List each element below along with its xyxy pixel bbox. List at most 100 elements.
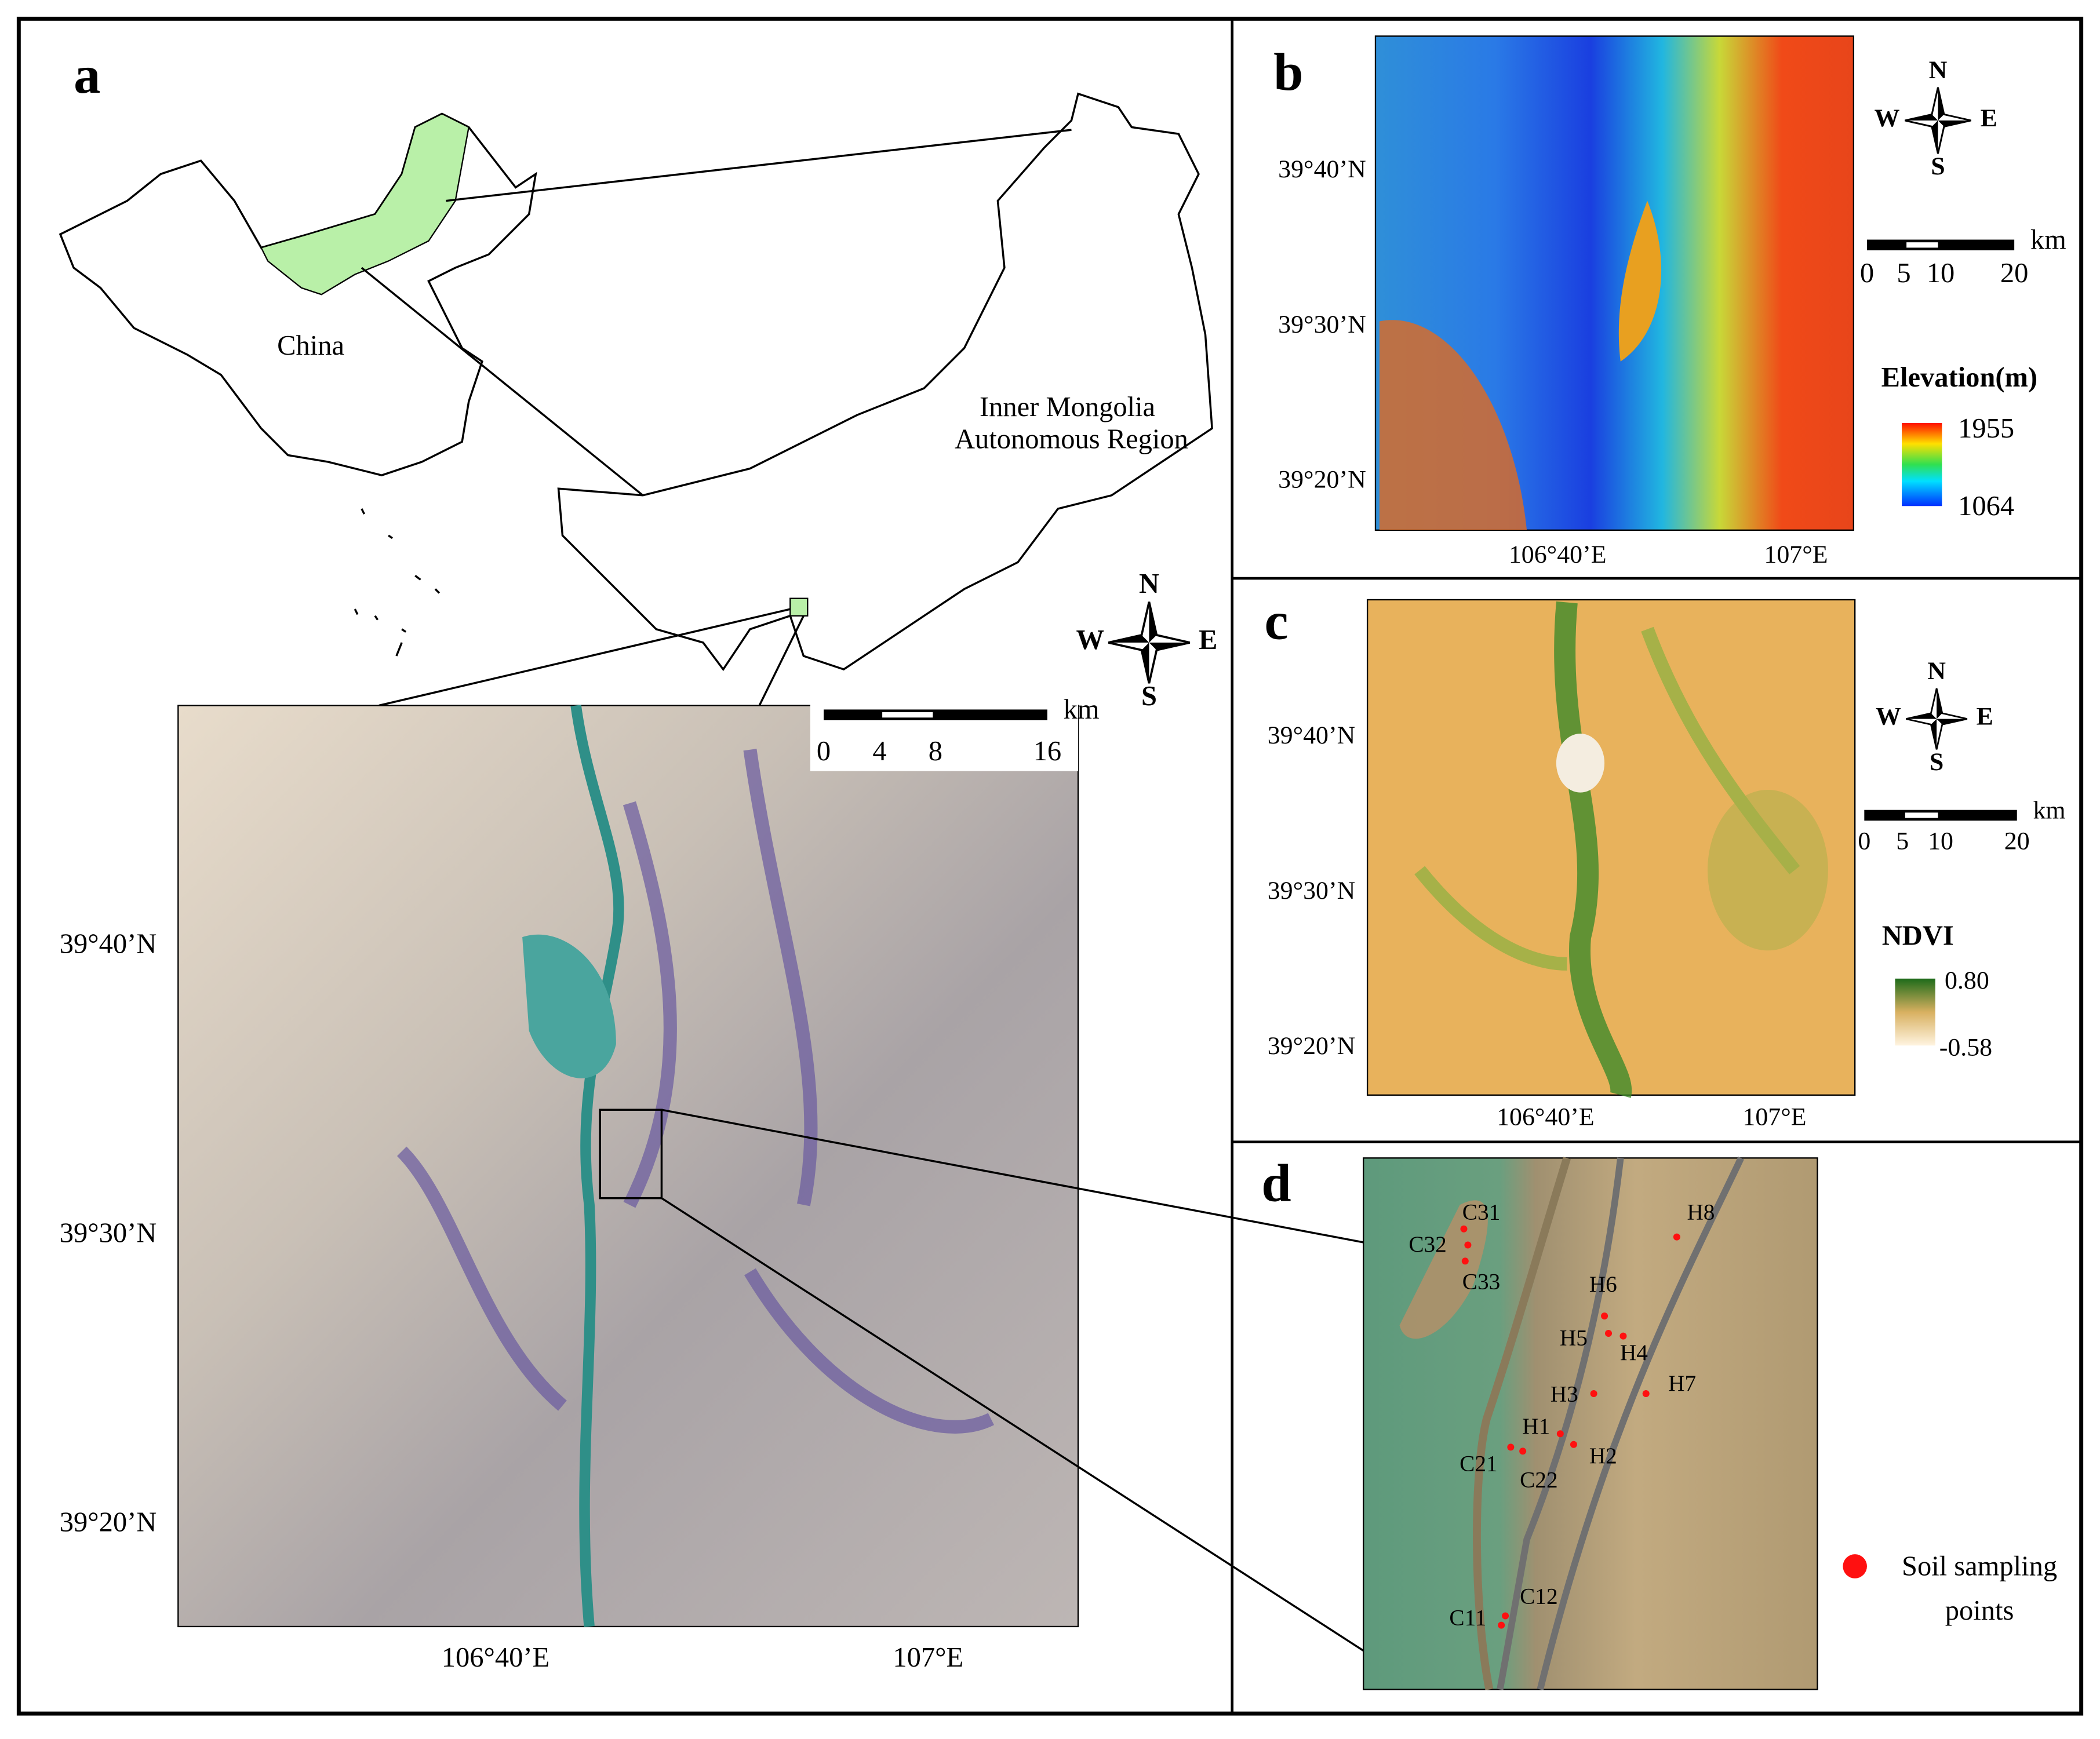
compass-letter: N: [1929, 56, 1948, 84]
lon-label: 106°40’E: [442, 1642, 549, 1673]
compass-letter: N: [1139, 568, 1159, 599]
sampling-point: [1570, 1441, 1577, 1448]
sampling-point: [1556, 1430, 1564, 1438]
sampling-point: [1460, 1225, 1468, 1233]
compass-letter: W: [1876, 703, 1901, 731]
sampling-point: [1502, 1612, 1509, 1620]
compass-letter: E: [1981, 104, 1997, 132]
scale-unit: km: [1064, 694, 1100, 725]
elevation-feature: [1379, 320, 1527, 530]
point-label: H5: [1560, 1326, 1588, 1351]
lat-label: 39°30’N: [1268, 877, 1356, 905]
sampling-point: [1507, 1443, 1515, 1451]
point-label: C21: [1460, 1452, 1497, 1476]
scale-bar: [1864, 810, 2017, 821]
lon-label: 107°E: [1764, 541, 1828, 568]
compass-rose: [1904, 86, 1972, 155]
sampling-point: [1642, 1390, 1650, 1397]
saline-area: [1556, 734, 1605, 793]
scale-tick: 5: [1896, 827, 1909, 855]
scale-tick: 4: [872, 736, 886, 767]
sampling-point: [1498, 1621, 1505, 1629]
sampling-point: [1519, 1448, 1527, 1455]
legend-text: points: [1945, 1595, 2014, 1626]
scale-bg: [810, 696, 1079, 771]
scale-bar: [882, 712, 933, 718]
point-label: C22: [1520, 1467, 1557, 1492]
lon-label: 107°E: [893, 1642, 963, 1673]
satellite-image: [177, 705, 1079, 1628]
lat-label: 39°20’N: [1268, 1032, 1356, 1060]
connector: [361, 267, 644, 497]
lat-label: 39°30’N: [1278, 311, 1366, 338]
panel-label: b: [1273, 42, 1303, 101]
legend-value: 1064: [1958, 491, 2014, 522]
point-label: H6: [1589, 1272, 1617, 1297]
legend-colorbar: [1902, 423, 1942, 506]
study-area-box: [789, 597, 809, 617]
compass-letter: N: [1927, 657, 1946, 685]
inset-box: [599, 1109, 663, 1200]
islands: [354, 508, 441, 657]
scale-unit: km: [2030, 224, 2066, 255]
point-label: H3: [1551, 1382, 1578, 1407]
scale-tick: 8: [929, 736, 942, 767]
legend-colorbar: [1895, 978, 1935, 1046]
road: [1497, 1156, 1744, 1690]
compass-letter: S: [1931, 152, 1945, 180]
inner-mongolia-outline: [557, 92, 1213, 672]
compass-letter: S: [1930, 748, 1943, 776]
scale-tick: 16: [1033, 736, 1062, 767]
scale-bar: [1905, 812, 1938, 818]
connector: [661, 1197, 1364, 1651]
point-label: H2: [1589, 1443, 1617, 1468]
panel-a: a China Inner Mongolia Autonomous Region: [59, 45, 1364, 1651]
connector: [446, 129, 1072, 202]
panel-label: c: [1264, 591, 1288, 650]
connector: [661, 1109, 1364, 1244]
scale-unit: km: [2033, 796, 2065, 824]
legend-value: 1955: [1958, 413, 2014, 444]
sampling-point: [1673, 1233, 1680, 1241]
compass-rose: [1107, 600, 1191, 684]
inner-mongolia: [260, 113, 470, 296]
point-label: C32: [1409, 1232, 1446, 1257]
scale-bar: [1866, 239, 2015, 251]
connector: [378, 608, 791, 707]
lake: [522, 934, 616, 1078]
compass-rose: [1905, 687, 1968, 750]
connector: [758, 615, 805, 706]
lon-label: 106°40’E: [1509, 541, 1607, 568]
legend-value: -0.58: [1939, 1033, 1992, 1061]
scale-tick: 0: [817, 736, 831, 767]
vegetation: [1707, 790, 1828, 951]
lat-label: 39°20’N: [60, 1507, 157, 1537]
scale-tick: 20: [2000, 258, 2029, 289]
point-label: C12: [1520, 1584, 1557, 1609]
compass-letter: E: [1199, 625, 1217, 655]
compass-letter: W: [1076, 625, 1105, 655]
scale-tick: 5: [1897, 258, 1910, 289]
sampling-point: [1601, 1312, 1608, 1319]
scale-tick: 10: [1928, 827, 1953, 855]
legend-text: Soil sampling: [1902, 1551, 2057, 1582]
point-label: C33: [1462, 1270, 1500, 1295]
map-label: China: [277, 330, 344, 361]
scale-tick: 0: [1858, 827, 1870, 855]
sampling-point: [1461, 1257, 1469, 1265]
scale-tick: 20: [2004, 827, 2030, 855]
china-outline: [59, 112, 537, 476]
compass-letter: W: [1875, 104, 1900, 132]
compass-letter: S: [1141, 681, 1157, 712]
lon-label: 106°40’E: [1497, 1103, 1595, 1131]
legend-value: 0.80: [1945, 967, 1989, 994]
scale-tick: 0: [1860, 258, 1874, 289]
scale-tick: 10: [1927, 258, 1955, 289]
legend-title: NDVI: [1882, 921, 1954, 951]
point-label: H4: [1620, 1340, 1648, 1365]
panel-label: a: [74, 45, 100, 104]
point-label: H7: [1668, 1371, 1696, 1396]
river: [570, 705, 624, 1627]
point-label: H8: [1687, 1200, 1715, 1224]
scale-bar: [1906, 242, 1938, 248]
